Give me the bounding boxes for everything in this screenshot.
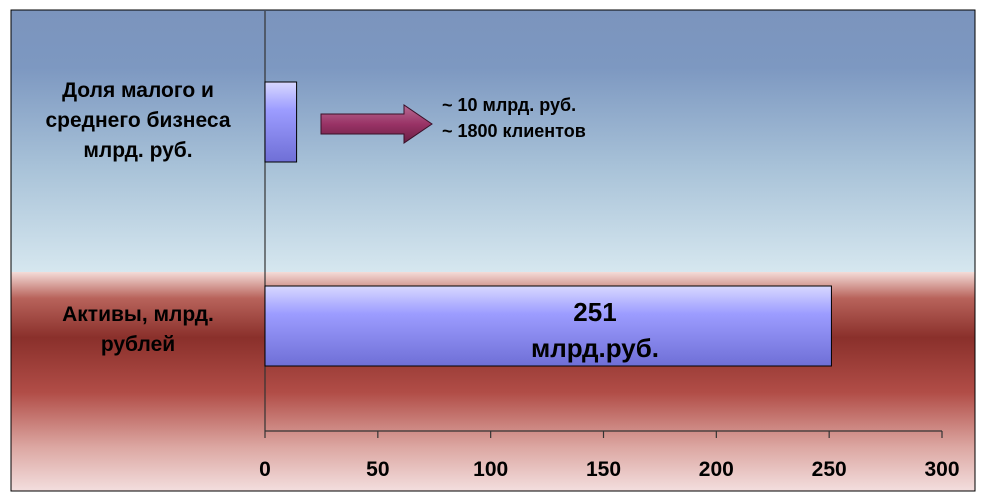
bar-data-label-unit: млрд.руб. xyxy=(531,333,659,363)
category-label-sme-line2: среднего бизнеса xyxy=(45,109,231,132)
annotation-line-clients: ~ 1800 клиентов xyxy=(442,121,586,141)
category-label-assets-line1: Активы, млрд. xyxy=(62,303,214,326)
x-tick-label: 300 xyxy=(924,458,959,481)
bar-assets xyxy=(264,285,832,367)
bars xyxy=(264,81,832,367)
chart-border xyxy=(10,9,976,492)
annotation-line-amount: ~ 10 млрд. руб. xyxy=(442,95,577,115)
category-label-assets: Активы, млрд. рублей xyxy=(16,300,260,360)
x-axis-ticks: 0 50 100 150 200 250 300 xyxy=(259,431,960,481)
x-tick-label: 50 xyxy=(366,458,389,481)
bar-sme-share xyxy=(264,81,298,163)
x-tick-label: 0 xyxy=(259,458,271,481)
category-label-sme-line3: млрд. руб. xyxy=(83,139,193,162)
bar-data-label-value: 251 xyxy=(573,297,617,327)
bar-data-label-assets: 251 млрд.руб. xyxy=(470,294,720,366)
annotation-arrow xyxy=(320,104,433,144)
x-tick-label: 150 xyxy=(586,458,621,481)
x-tick-label: 100 xyxy=(473,458,508,481)
x-tick-label: 200 xyxy=(699,458,734,481)
background-top-band xyxy=(11,10,975,272)
category-label-assets-line2: рублей xyxy=(100,333,176,356)
annotation-text: ~ 10 млрд. руб. ~ 1800 клиентов xyxy=(442,92,702,144)
category-label-sme-line1: Доля малого и xyxy=(62,79,214,102)
x-tick-label: 250 xyxy=(812,458,847,481)
category-label-sme: Доля малого и среднего бизнеса млрд. руб… xyxy=(16,76,260,166)
